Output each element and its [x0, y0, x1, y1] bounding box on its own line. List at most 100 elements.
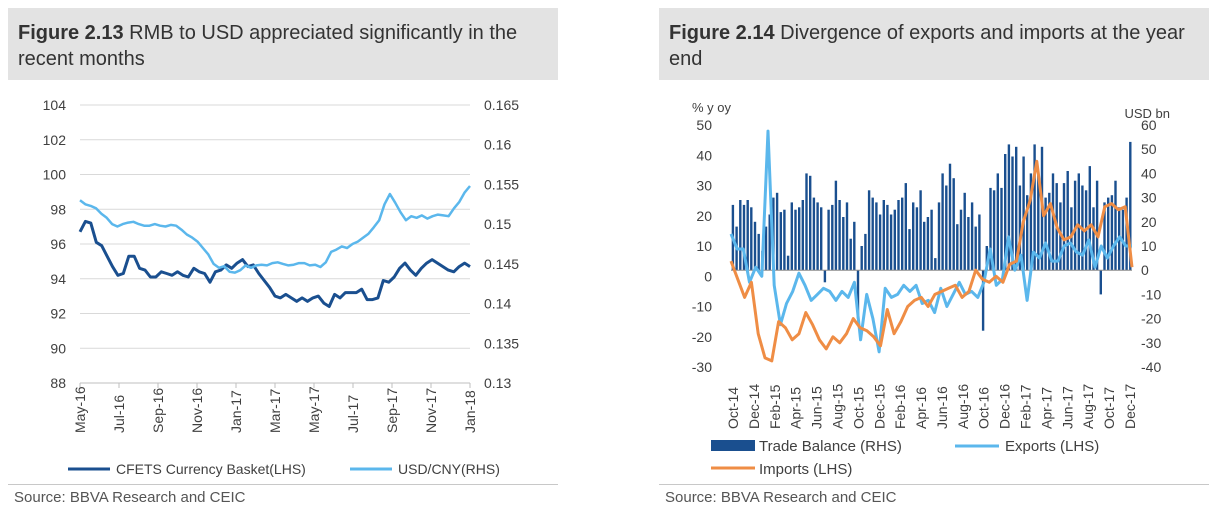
trade-balance-bar [904, 183, 907, 271]
trade-balance-bar [970, 202, 974, 271]
trade-balance-bar [1129, 141, 1132, 271]
y-right-tick-label: 0 [1141, 262, 1149, 278]
y-left-tick-label: 98 [50, 201, 66, 217]
imports-line [729, 159, 1134, 363]
x-tick-label: Sep-17 [384, 388, 400, 433]
trade-balance-bar [956, 224, 959, 271]
x-tick-label: Jul-16 [111, 395, 127, 433]
exports-line [729, 129, 1132, 354]
trade-balance-bar [1110, 195, 1114, 271]
x-tick-label: Oct-16 [976, 387, 992, 429]
trade-balance-bar [923, 221, 926, 271]
trade-balance-bar [996, 173, 999, 271]
trade-balance-bar [1092, 207, 1095, 271]
y-left-tick-label: -10 [692, 299, 712, 315]
y-left-tick-label: 0 [704, 268, 712, 284]
legend-label-cfets: CFETS Currency Basket(LHS) [116, 461, 306, 477]
trade-balance-bar [937, 202, 941, 271]
x-tick-label: Oct-14 [725, 387, 741, 429]
trade-balance-bar [945, 185, 948, 271]
right-figure-number: Figure 2.14 [669, 22, 775, 44]
trade-balance-bar [967, 217, 970, 271]
trade-balance-bar [764, 226, 768, 271]
x-tick-label: Dec-14 [746, 384, 762, 429]
trade-balance-bar [856, 270, 860, 319]
x-tick-label: Jul-17 [345, 395, 361, 433]
trade-balance-bar [981, 270, 985, 331]
y-right-tick-label: 50 [1141, 141, 1157, 157]
x-tick-label: Dec-16 [997, 384, 1013, 429]
y-right-tick-label: 60 [1141, 117, 1157, 133]
trade-balance-bar [930, 209, 933, 271]
left-figure-header: Figure 2.13 RMB to USD appreciated signi… [8, 8, 558, 80]
trade-balance-bar [875, 202, 878, 271]
left-source-divider [8, 484, 558, 485]
y-right-tick-label: 10 [1141, 238, 1157, 254]
y-right-tick-label: -10 [1141, 286, 1161, 302]
x-tick-label: Aug-16 [955, 384, 971, 429]
trade-balance-bar [812, 197, 816, 271]
x-tick-label: Apr-15 [788, 387, 804, 429]
y-right-tick-label: 30 [1141, 190, 1157, 206]
y-right-tick-label: 0.14 [484, 296, 511, 312]
y-left-tick-label: 104 [43, 97, 67, 113]
trade-balance-bar [1062, 183, 1066, 271]
x-tick-label: Jun-16 [934, 386, 950, 429]
y-right-tick-label: -20 [1141, 311, 1161, 327]
trade-balance-bar [768, 214, 771, 271]
y-left-tick-label: 40 [696, 147, 712, 163]
cfets-basket-line [78, 219, 471, 308]
x-tick-label: Aug-15 [829, 384, 845, 429]
trade-balance-bar [1011, 156, 1014, 271]
usd-cny-line [79, 185, 471, 274]
right-figure-header: Figure 2.14 Divergence of exports and im… [659, 8, 1209, 80]
trade-balance-bar [912, 202, 915, 271]
x-tick-label: Jan-17 [228, 390, 244, 433]
trade-balance-bar [882, 200, 885, 271]
y-right-tick-label: 0.135 [484, 335, 519, 351]
trade-balance-bar [827, 209, 830, 271]
right-source-divider [659, 484, 1209, 485]
trade-balance-bar [1026, 195, 1029, 271]
trade-balance-bar [1125, 197, 1128, 271]
y-right-tick-label: 0.145 [484, 256, 519, 272]
trade-balance-bar [1051, 173, 1055, 271]
trade-balance-bar [978, 214, 981, 271]
trade-balance-bar [809, 175, 812, 271]
x-tick-label: Dec-15 [871, 384, 887, 429]
trade-balance-bar [1018, 185, 1022, 271]
trade-balance-bar [801, 200, 804, 271]
trade-balance-bar [790, 202, 793, 271]
trade-balance-bar [842, 217, 845, 271]
trade-balance-bar [1107, 197, 1110, 271]
trade-balance-bar [838, 200, 841, 271]
trade-balance-bar [1033, 144, 1036, 271]
trade-balance-bar [1077, 173, 1080, 271]
trade-balance-bar [823, 270, 827, 283]
y-right-tick-label: -40 [1141, 359, 1161, 375]
trade-balance-bar [952, 178, 955, 271]
trade-bar-line-chart: % y oy USD bn -30 -20 -10 0 10 20 30 40 50 -40 -30 -2… [692, 100, 1170, 478]
trade-balance-bar [886, 204, 889, 271]
trade-balance-bar [1070, 207, 1073, 271]
y-left-tick-label: -30 [692, 359, 712, 375]
trade-balance-bar [926, 217, 930, 271]
y-right-tick-label: 20 [1141, 214, 1157, 230]
fx-line-chart: 88 90 92 94 96 98 100 102 104 0.13 0.135 0.14 0.145 0… [43, 97, 520, 477]
trade-balance-bar [1007, 144, 1011, 271]
trade-balance-bar [779, 212, 782, 271]
trade-balance-bar [864, 233, 867, 271]
trade-balance-bar [934, 258, 937, 271]
x-tick-label: Sep-16 [150, 388, 166, 433]
trade-balance-bar [919, 190, 922, 271]
left-source-note: Source: BBVA Research and CEIC [14, 489, 246, 506]
trade-balance-bar [1037, 173, 1040, 271]
x-tick-label: Nov-17 [423, 388, 439, 433]
y-left-tick-label: 100 [43, 167, 67, 183]
y-left-tick-label: 10 [696, 238, 712, 254]
trade-balance-bar [1048, 192, 1051, 271]
trade-balance-bar [805, 173, 808, 271]
left-figure-panel: Figure 2.13 RMB to USD appreciated signi… [8, 0, 558, 513]
trade-balance-bar [775, 192, 779, 271]
y-left-tick-label: 88 [50, 375, 66, 391]
